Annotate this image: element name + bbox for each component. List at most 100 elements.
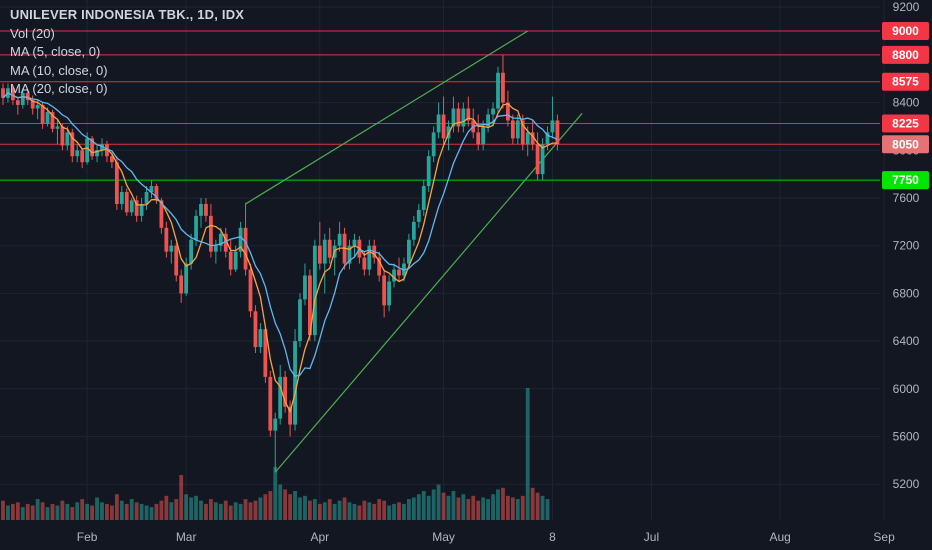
candle-body	[525, 132, 530, 145]
volume-bar	[486, 499, 490, 520]
volume-bar	[397, 502, 401, 520]
candle-body	[129, 200, 134, 213]
legend-item-ma5[interactable]: MA (5, close, 0)	[10, 44, 101, 59]
volume-bar	[238, 503, 243, 520]
volume-bar	[308, 500, 312, 520]
volume-bar	[411, 497, 416, 520]
trendlines	[245, 30, 583, 473]
legend-item-vol[interactable]: Vol (20)	[10, 25, 55, 41]
candle-body	[407, 239, 411, 264]
volume-bar	[481, 497, 486, 520]
price-tag-box	[882, 135, 929, 154]
candle-body	[174, 245, 179, 276]
candle-body	[25, 93, 30, 101]
candle-body	[506, 102, 510, 121]
candle-body	[149, 186, 154, 193]
volume-bar	[248, 502, 253, 520]
volume-bar	[25, 503, 30, 520]
legend: UNILEVER INDONESIA TBK., 1D, IDX Vol (20…	[10, 6, 244, 99]
candle-body	[70, 132, 75, 157]
volume-bar	[283, 489, 288, 520]
candle-body	[164, 227, 169, 252]
trendline	[274, 112, 583, 473]
candle-body	[456, 108, 461, 127]
candle-body	[317, 245, 322, 264]
price-tag-box	[882, 22, 929, 41]
x-tick-label: Feb	[77, 530, 98, 544]
volume-bar	[347, 502, 352, 520]
price-axis: 9200880084008000760072006800640060005600…	[893, 0, 920, 491]
volume-bar	[525, 388, 530, 520]
volume-bar	[362, 500, 367, 520]
candle-body	[1, 88, 5, 98]
volume-bar	[293, 491, 297, 520]
volume-bar	[352, 503, 357, 520]
candle-body	[218, 233, 223, 246]
trendline	[245, 30, 529, 205]
y-tick-label: 5200	[893, 477, 920, 491]
candle-body	[184, 263, 189, 294]
volume-bar	[80, 499, 85, 520]
candle-body	[312, 245, 317, 336]
volume-bar	[45, 507, 50, 520]
candle-body	[144, 192, 149, 204]
candle-body	[416, 209, 421, 222]
volume-bar	[129, 499, 134, 520]
x-tick-label: Mar	[176, 530, 197, 544]
candle-body	[40, 104, 45, 125]
volume-bar	[298, 497, 302, 520]
candle-body	[50, 112, 55, 129]
volume-bar	[407, 499, 411, 520]
candle-body	[466, 108, 471, 121]
volume-bar	[164, 495, 169, 520]
candle-body	[540, 144, 545, 175]
candle-body	[273, 418, 278, 431]
volume-bar	[243, 499, 248, 520]
volume-bar	[65, 503, 70, 520]
candle-body	[535, 144, 540, 175]
candle-body	[189, 239, 193, 264]
candle-body	[154, 186, 159, 201]
volume-bar	[387, 505, 391, 520]
volume-bar	[446, 495, 451, 520]
chart-title: UNILEVER INDONESIA TBK., 1D, IDX	[10, 7, 245, 22]
candle-body	[248, 269, 253, 312]
candle-body	[179, 275, 184, 294]
volume-bar	[392, 503, 396, 520]
volume-bar	[189, 497, 193, 520]
candle-body	[11, 88, 15, 101]
price-tag-label: 8225	[892, 116, 919, 130]
volume-bar	[451, 491, 456, 520]
legend-item-ma20[interactable]: MA (20, close, 0)	[10, 81, 108, 96]
candle-body	[481, 126, 486, 145]
volume-bar	[491, 494, 495, 520]
volume-bar	[100, 502, 104, 520]
volume-bar	[35, 499, 40, 520]
candle-body	[352, 239, 357, 246]
volume-bar	[110, 505, 114, 520]
volume-bar	[377, 499, 382, 520]
ma10-line	[2, 92, 558, 378]
candle-body	[426, 156, 431, 187]
volume-bar	[278, 484, 283, 520]
candle-body	[194, 215, 198, 240]
price-tag-box	[882, 114, 929, 133]
candle-body	[95, 150, 99, 157]
volume-bar	[456, 497, 461, 520]
candle-body	[199, 203, 203, 216]
volume-bar	[184, 494, 189, 520]
volume-bar	[134, 502, 139, 520]
volume-bar	[233, 502, 238, 520]
volume-bar	[496, 489, 500, 520]
volume-bars	[1, 388, 550, 520]
volume-bar	[199, 500, 203, 520]
legend-item-ma10[interactable]: MA (10, close, 0)	[10, 62, 108, 78]
volume-bar	[337, 500, 342, 520]
candle-body	[100, 144, 104, 151]
candles	[1, 54, 560, 473]
candle-body	[382, 275, 387, 306]
candle-body	[65, 132, 70, 146]
candle-body	[327, 239, 332, 258]
candle-body	[377, 257, 382, 276]
